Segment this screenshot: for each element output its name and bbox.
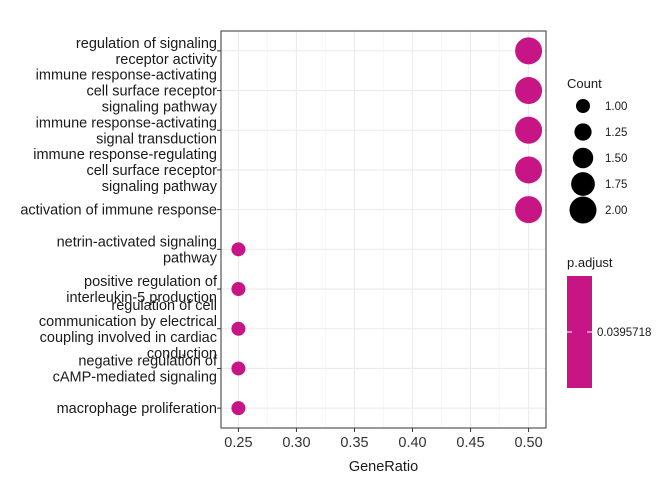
x-tick-label: 0.50	[514, 435, 542, 451]
y-tick-label: negative regulation of cAMP-mediated sign…	[53, 353, 218, 385]
count-legend-label: 2.00	[605, 205, 627, 217]
data-point	[231, 282, 246, 297]
grid-lines	[221, 31, 546, 428]
count-legend-key	[569, 196, 597, 224]
data-point	[231, 321, 246, 336]
data-point	[515, 37, 543, 65]
count-legend-label: 1.00	[605, 101, 627, 113]
count-legend-label: 1.75	[605, 179, 627, 191]
p-adjust-legend-title: p.adjust	[567, 255, 613, 270]
colorbar-tick-label: 0.0395718	[597, 327, 651, 339]
y-tick-label: positive regulation of interleukin-5 prod…	[66, 274, 218, 306]
y-tick-label: regulation of cell communication by elect…	[39, 298, 217, 362]
p-adjust-legend: p.adjust 0.0395718	[567, 255, 651, 388]
data-point	[515, 116, 543, 144]
x-axis-ticks: 0.25 0.30 0.35 0.40 0.45 0.50	[224, 428, 543, 451]
data-point	[231, 242, 246, 257]
count-legend-label: 1.50	[605, 153, 627, 165]
count-legend-title: Count	[567, 76, 602, 91]
x-tick-label: 0.45	[456, 435, 484, 451]
data-point	[515, 77, 543, 105]
x-tick-label: 0.40	[398, 435, 426, 451]
count-legend-key	[571, 172, 595, 196]
data-point	[515, 196, 543, 224]
y-tick-label: immune response-regulating cell surface r…	[33, 147, 218, 195]
data-points	[231, 37, 543, 416]
x-axis-title: GeneRatio	[349, 459, 418, 475]
y-tick-label: netrin-activated signaling pathway	[57, 234, 218, 266]
count-legend-key	[576, 99, 590, 113]
count-legend-key	[574, 123, 592, 141]
y-axis-labels: regulation of signaling receptor activity…	[20, 36, 221, 417]
data-point	[515, 156, 543, 184]
x-tick-label: 0.30	[282, 435, 310, 451]
x-tick-label: 0.35	[340, 435, 368, 451]
count-legend-key	[572, 147, 594, 169]
y-tick-label: activation of immune response	[20, 203, 217, 219]
y-tick-label: macrophage proliferation	[57, 401, 217, 417]
x-tick-label: 0.25	[224, 435, 252, 451]
y-tick-label: regulation of signaling receptor activity	[76, 36, 218, 68]
panel-border	[220, 30, 547, 429]
y-tick-label: immune response-activating cell surface r…	[36, 68, 218, 116]
data-point	[231, 361, 246, 376]
count-legend-label: 1.25	[605, 127, 627, 139]
data-point	[231, 401, 246, 416]
y-tick-label: immune response-activating signal transdu…	[36, 115, 217, 147]
count-legend: Count 1.00 1.25 1.50 1.75 2.00	[567, 76, 627, 224]
